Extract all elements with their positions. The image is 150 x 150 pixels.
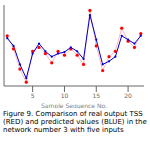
svg-text:20: 20: [124, 92, 132, 99]
svg-text:Sample Sequence No.: Sample Sequence No.: [41, 102, 107, 108]
svg-text:10: 10: [61, 92, 69, 99]
html-text:Figure 9. Comparison of real o: Figure 9. Comparison of real output TSS …: [3, 110, 147, 134]
svg-text:15: 15: [92, 92, 100, 99]
svg-text:5: 5: [31, 92, 35, 99]
